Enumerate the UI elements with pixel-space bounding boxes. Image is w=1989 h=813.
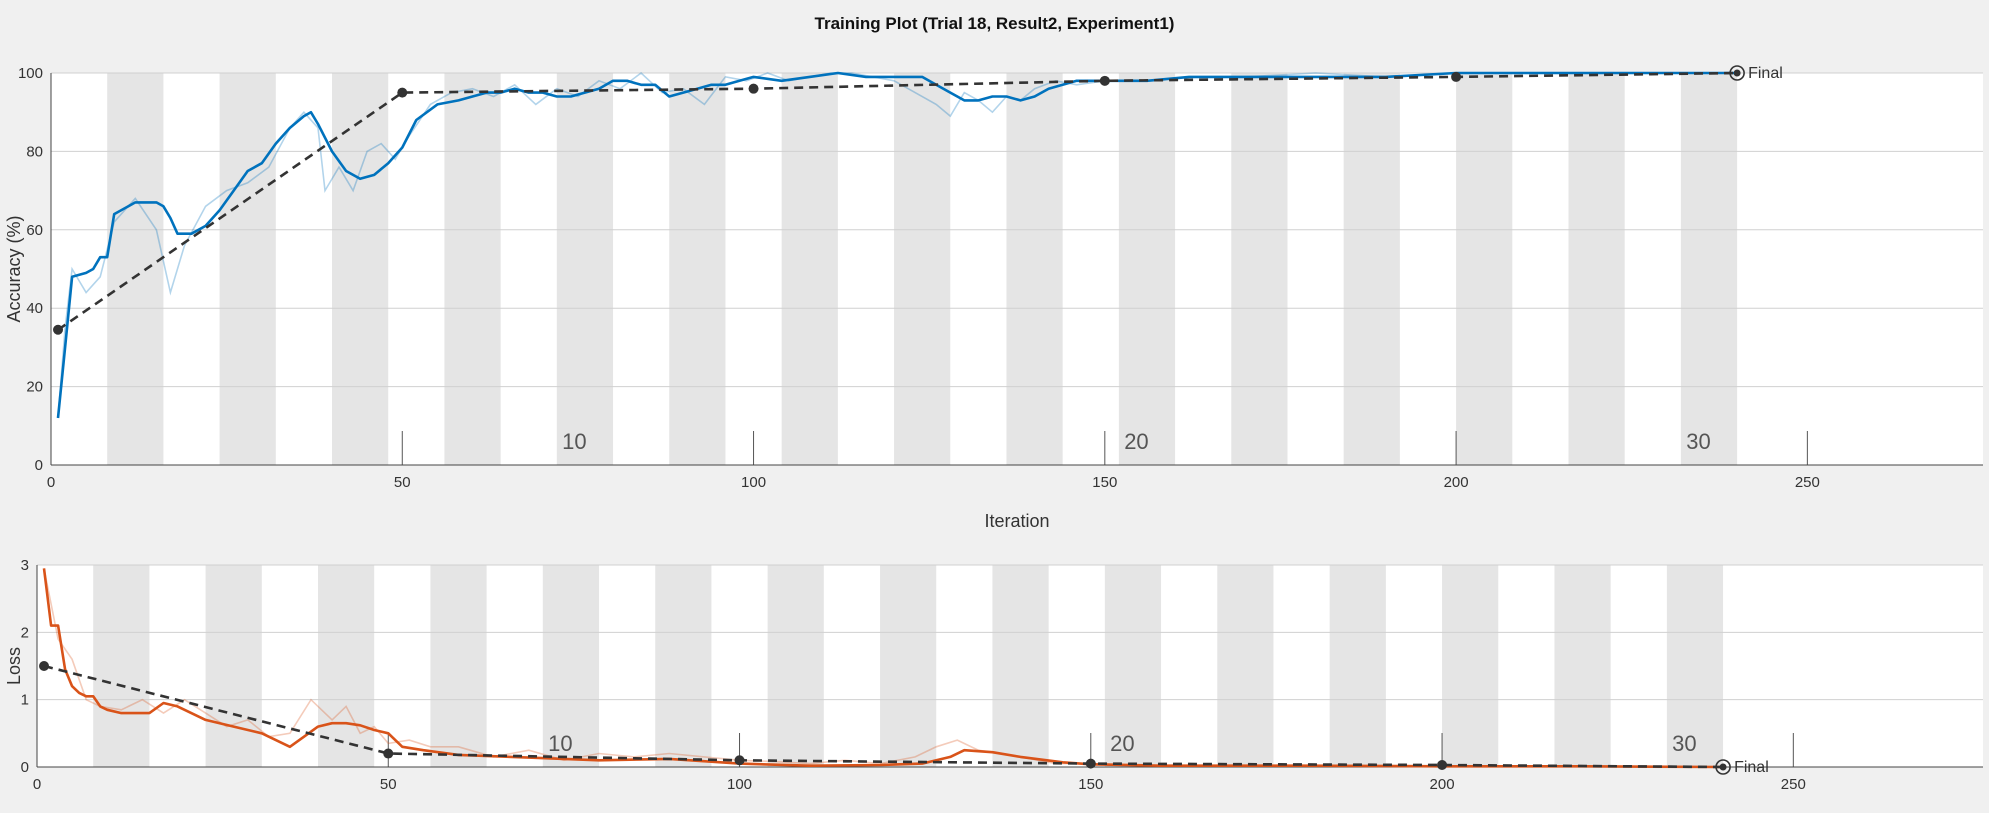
y-tick-label: 3: [21, 557, 29, 574]
y-axis-label: Accuracy (%): [4, 215, 24, 322]
x-tick-label: 0: [33, 776, 41, 793]
y-tick-label: 40: [26, 300, 43, 317]
y-tick-label: 100: [18, 65, 43, 82]
validation-line: [57, 71, 1738, 331]
epoch-band: [669, 73, 726, 465]
epoch-band: [332, 73, 389, 465]
epoch-band: [430, 565, 487, 767]
final-marker-ring: [1729, 65, 1745, 81]
y-tick-label: 2: [21, 624, 29, 641]
epoch-band: [1666, 565, 1724, 767]
epoch-band: [1104, 565, 1162, 767]
y-tick-label: 80: [26, 143, 43, 160]
epoch-label: 30: [1672, 731, 1696, 756]
training-smoothed-line: [42, 568, 1724, 769]
x-tick-label: 250: [1781, 776, 1806, 793]
x-axis-label: Iteration: [984, 511, 1049, 531]
validation-point: [1099, 75, 1110, 86]
validation-point: [53, 324, 64, 335]
epoch-band: [1568, 73, 1625, 465]
epoch-band: [219, 73, 276, 465]
x-tick-label: 150: [1092, 474, 1117, 491]
validation-line: [43, 664, 1724, 769]
epoch-band: [781, 73, 838, 465]
x-tick-label: 50: [380, 776, 397, 793]
epoch-band: [556, 73, 614, 465]
x-tick-label: 150: [1078, 776, 1103, 793]
y-tick-label: 0: [21, 759, 29, 776]
epoch-band: [1343, 73, 1400, 465]
epoch-band: [93, 565, 150, 767]
x-tick-label: 200: [1430, 776, 1455, 793]
epoch-band: [1231, 73, 1288, 465]
epoch-band: [205, 565, 262, 767]
epoch-band: [1118, 73, 1176, 465]
epoch-band: [444, 73, 501, 465]
epoch-band: [1217, 565, 1274, 767]
epoch-band: [1680, 73, 1738, 465]
epoch-band: [1456, 73, 1513, 465]
accuracy-panel: 0 20 40 60 80 100 0 50 100 150 200 250 10 20 30 Final Ac…: [4, 65, 1983, 531]
validation-point: [1451, 71, 1462, 82]
final-label: Final: [1748, 65, 1783, 82]
validation-point: [39, 661, 50, 671]
final-marker: [1733, 69, 1741, 77]
epoch-band: [894, 73, 951, 465]
epoch-band: [107, 73, 164, 465]
final-marker: [1719, 763, 1727, 771]
epoch-label: 10: [548, 731, 572, 756]
validation-point: [383, 748, 394, 759]
epoch-label: 20: [1110, 731, 1134, 756]
x-tick-label: 100: [727, 776, 752, 793]
epoch-band: [655, 565, 712, 767]
validation-point: [397, 87, 408, 98]
validation-point: [1085, 758, 1096, 769]
y-tick-label: 1: [21, 692, 29, 709]
epoch-label: 20: [1124, 429, 1148, 454]
y-tick-label: 0: [35, 457, 43, 474]
epoch-band: [1554, 565, 1611, 767]
y-tick-label: 60: [26, 222, 43, 239]
epoch-label: 10: [562, 429, 586, 454]
x-tick-label: 250: [1795, 474, 1820, 491]
epoch-band: [318, 565, 375, 767]
epoch-band: [1006, 73, 1063, 465]
x-tick-label: 200: [1444, 474, 1469, 491]
epoch-band: [1329, 565, 1386, 767]
epoch-band: [1442, 565, 1499, 767]
chart-title: Training Plot (Trial 18, Result2, Experi…: [814, 14, 1175, 33]
x-tick-label: 100: [741, 474, 766, 491]
final-label: Final: [1734, 759, 1769, 776]
y-axis-label: Loss: [4, 647, 24, 685]
validation-point: [734, 755, 745, 766]
epoch-label: 30: [1686, 429, 1710, 454]
epoch-band: [880, 565, 937, 767]
training-smoothed-line: [56, 71, 1738, 419]
x-tick-label: 0: [47, 474, 55, 491]
x-tick-label: 50: [394, 474, 411, 491]
epoch-band: [992, 565, 1049, 767]
epoch-band: [767, 565, 824, 767]
validation-point: [1437, 759, 1448, 770]
y-tick-label: 20: [26, 379, 43, 396]
epoch-band: [542, 565, 600, 767]
final-marker-ring: [1715, 759, 1731, 775]
validation-point: [748, 83, 759, 94]
